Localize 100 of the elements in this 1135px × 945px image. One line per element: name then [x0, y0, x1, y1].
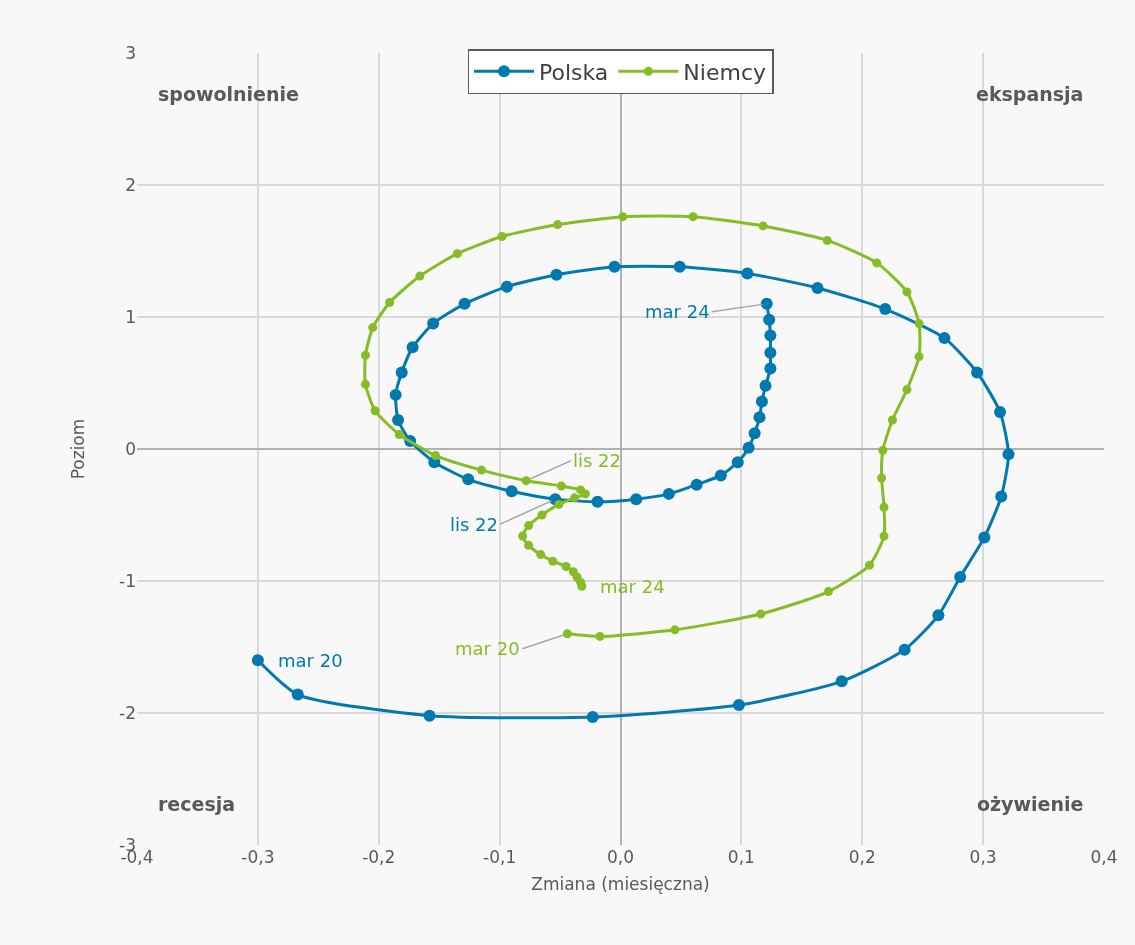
- point: [251, 654, 264, 667]
- point: [360, 350, 370, 360]
- point: [878, 445, 888, 455]
- point: [688, 212, 698, 222]
- point: [877, 473, 887, 483]
- point: [370, 406, 380, 416]
- point: [914, 352, 924, 362]
- point: [938, 332, 951, 345]
- point: [764, 346, 777, 359]
- point: [518, 531, 528, 541]
- point: [554, 499, 564, 509]
- point: [898, 643, 911, 656]
- annotation: mar 20: [455, 638, 520, 659]
- annotation: lis 22: [573, 450, 622, 471]
- point: [524, 540, 534, 550]
- point: [570, 493, 580, 503]
- point: [872, 258, 882, 268]
- point: [591, 495, 604, 508]
- point: [887, 415, 897, 425]
- annotation: mar 24: [645, 301, 710, 322]
- point: [755, 395, 768, 408]
- annotation: spowolnienie: [158, 83, 299, 105]
- point: [630, 493, 643, 506]
- point: [618, 212, 628, 222]
- annotation: ożywienie: [977, 793, 1084, 815]
- point: [902, 287, 912, 297]
- annotation: mar 24: [600, 576, 665, 597]
- y-axis-title: Poziom: [67, 418, 88, 480]
- x-tick-label: 0,1: [727, 847, 755, 867]
- point: [389, 388, 402, 401]
- x-tick-label: 0,4: [1090, 847, 1118, 867]
- point: [748, 427, 761, 440]
- point: [423, 709, 436, 722]
- y-tick-label: 3: [125, 42, 136, 63]
- point: [562, 629, 572, 639]
- point: [835, 675, 848, 688]
- point: [731, 456, 744, 469]
- point: [732, 699, 745, 712]
- legend-label: Polska: [539, 59, 609, 85]
- point: [822, 235, 832, 245]
- point: [553, 220, 563, 230]
- point: [291, 688, 304, 701]
- point: [760, 297, 773, 310]
- point: [452, 249, 462, 259]
- point: [550, 268, 563, 281]
- point: [406, 341, 419, 354]
- y-tick-label: 1: [125, 306, 136, 327]
- point: [385, 297, 395, 307]
- point: [865, 560, 874, 570]
- point: [764, 362, 777, 375]
- point: [556, 481, 566, 491]
- point: [392, 413, 405, 426]
- x-tick-label: -0,1: [483, 847, 517, 867]
- point: [879, 531, 889, 541]
- point: [521, 476, 531, 486]
- point: [497, 231, 507, 241]
- point: [394, 429, 404, 439]
- point: [971, 366, 984, 379]
- line-series: [360, 212, 924, 641]
- point: [902, 385, 912, 395]
- point: [431, 451, 441, 461]
- annotation: mar 20: [278, 650, 343, 671]
- point: [914, 319, 924, 329]
- point: [548, 556, 558, 566]
- point: [954, 571, 967, 584]
- point: [978, 531, 991, 544]
- x-tick-label: -0,2: [362, 847, 396, 867]
- point: [759, 379, 772, 392]
- point: [427, 317, 440, 330]
- point: [995, 490, 1008, 503]
- point: [476, 465, 486, 475]
- point: [608, 260, 621, 273]
- annotation: ekspansja: [976, 83, 1084, 105]
- point: [756, 609, 766, 619]
- point: [500, 280, 513, 293]
- point: [360, 379, 370, 389]
- x-tick-label: 0,0: [606, 847, 635, 867]
- point: [823, 587, 833, 597]
- point: [524, 521, 534, 531]
- point: [932, 609, 945, 622]
- y-tick-label: -2: [119, 702, 136, 723]
- point: [415, 271, 425, 281]
- point: [879, 303, 892, 316]
- point: [690, 478, 703, 491]
- point: [811, 281, 824, 294]
- point: [580, 489, 590, 499]
- point: [764, 329, 777, 342]
- point: [714, 469, 727, 482]
- point: [662, 487, 675, 500]
- point: [586, 710, 599, 723]
- y-tick-label: 2: [125, 174, 136, 195]
- point: [462, 473, 475, 486]
- point: [994, 406, 1007, 419]
- point: [505, 485, 518, 498]
- x-tick-label: -0,3: [241, 847, 275, 867]
- y-tick-label: -1: [119, 570, 136, 591]
- annotation: lis 22: [450, 514, 499, 535]
- x-tick-label: 0,2: [848, 847, 876, 867]
- point: [758, 221, 768, 231]
- point: [561, 561, 571, 571]
